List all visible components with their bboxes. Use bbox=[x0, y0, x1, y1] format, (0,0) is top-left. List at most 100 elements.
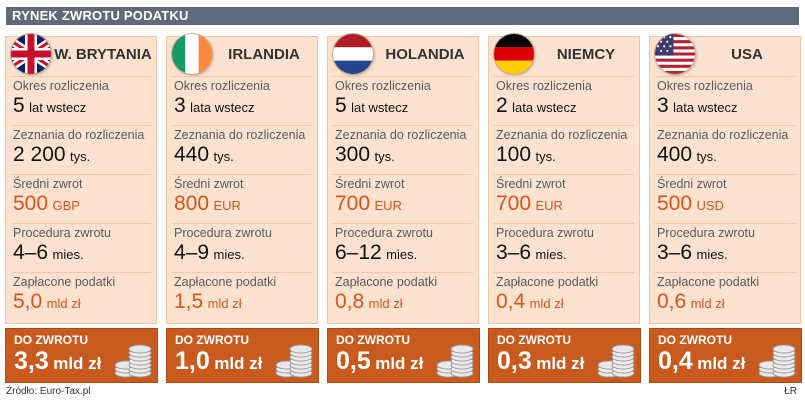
period-value: 3 lata wstecz bbox=[174, 94, 255, 117]
returns-row: Zeznania do rozliczenia 2 200 tys. bbox=[11, 125, 151, 172]
country-name: USA bbox=[731, 46, 763, 63]
coins-icon bbox=[597, 344, 635, 378]
to-refund-label: DO ZWROTU bbox=[336, 333, 410, 347]
to-refund-value: 0,3 mld zł bbox=[497, 347, 585, 375]
ireland-flag-icon bbox=[172, 34, 212, 74]
country-name: W. BRYTANIA bbox=[54, 46, 152, 63]
procedure-value: 4–9 mies. bbox=[174, 241, 245, 264]
period-row: Okres rozliczenia 3 lata wstecz bbox=[172, 76, 312, 123]
coins-icon bbox=[436, 344, 474, 378]
taxes-paid-row: Zapłacone podatki 5,0 mld zł bbox=[11, 272, 151, 319]
coins-icon bbox=[758, 344, 796, 378]
avg-refund-value: 500 GBP bbox=[13, 192, 80, 215]
returns-value: 2 200 tys. bbox=[13, 143, 91, 166]
to-refund-label: DO ZWROTU bbox=[497, 333, 571, 347]
returns-row: Zeznania do rozliczenia 300 tys. bbox=[333, 125, 473, 172]
taxes-paid-label: Zapłacone podatki bbox=[496, 275, 599, 289]
procedure-label: Procedura zwrotu bbox=[657, 226, 755, 240]
to-refund-value: 0,4 mld zł bbox=[658, 347, 746, 375]
returns-label: Zeznania do rozliczenia bbox=[174, 128, 306, 142]
period-row: Okres rozliczenia 2 lata wstecz bbox=[494, 76, 634, 123]
country-panel-ireland: IRLANDIA Okres rozliczenia 3 lata wstecz… bbox=[166, 34, 318, 324]
procedure-row: Procedura zwrotu 4–6 mies. bbox=[11, 223, 151, 270]
avg-refund-label: Średni zwrot bbox=[496, 177, 566, 191]
returns-row: Zeznania do rozliczenia 100 tys. bbox=[494, 125, 634, 172]
procedure-row: Procedura zwrotu 3–6 mies. bbox=[655, 223, 795, 270]
avg-refund-value: 800 EUR bbox=[174, 192, 241, 215]
page-title: RYNEK ZWROTU PODATKU bbox=[12, 8, 189, 23]
uk-flag-icon bbox=[11, 34, 51, 74]
country-header: NIEMCY bbox=[489, 34, 639, 75]
to-refund-box-germany: DO ZWROTU 0,3 mld zł bbox=[488, 328, 641, 383]
avg-refund-row: Średni zwrot 500 USD bbox=[655, 174, 795, 221]
procedure-value: 3–6 mies. bbox=[657, 241, 728, 264]
avg-refund-label: Średni zwrot bbox=[13, 177, 83, 191]
source-note: Źródło: Euro-Tax.pl bbox=[6, 386, 91, 397]
taxes-paid-label: Zapłacone podatki bbox=[335, 275, 438, 289]
to-refund-box-usa: DO ZWROTU 0,4 mld zł bbox=[649, 328, 802, 383]
avg-refund-label: Średni zwrot bbox=[174, 177, 244, 191]
avg-refund-value: 700 EUR bbox=[335, 192, 402, 215]
avg-refund-value: 500 USD bbox=[657, 192, 724, 215]
period-label: Okres rozliczenia bbox=[335, 79, 431, 93]
period-row: Okres rozliczenia 3 lata wstecz bbox=[655, 76, 795, 123]
to-refund-value: 3,3 mld zł bbox=[14, 347, 102, 375]
to-refund-label: DO ZWROTU bbox=[14, 333, 88, 347]
to-refund-label: DO ZWROTU bbox=[658, 333, 732, 347]
taxes-paid-label: Zapłacone podatki bbox=[13, 275, 116, 289]
country-name: HOLANDIA bbox=[385, 46, 465, 63]
period-label: Okres rozliczenia bbox=[174, 79, 270, 93]
avg-refund-label: Średni zwrot bbox=[335, 177, 405, 191]
netherlands-flag-icon bbox=[333, 34, 373, 74]
returns-label: Zeznania do rozliczenia bbox=[13, 128, 145, 142]
avg-refund-value: 700 EUR bbox=[496, 192, 563, 215]
returns-label: Zeznania do rozliczenia bbox=[496, 128, 628, 142]
to-refund-value: 1,0 mld zł bbox=[175, 347, 263, 375]
procedure-row: Procedura zwrotu 6–12 mies. bbox=[333, 223, 473, 270]
taxes-paid-value: 1,5 mld zł bbox=[174, 290, 242, 313]
country-panel-germany: NIEMCY Okres rozliczenia 2 lata wstecz Z… bbox=[488, 34, 640, 324]
to-refund-value: 0,5 mld zł bbox=[336, 347, 424, 375]
taxes-paid-row: Zapłacone podatki 0,6 mld zł bbox=[655, 272, 795, 319]
returns-value: 440 tys. bbox=[174, 143, 234, 166]
taxes-paid-value: 0,8 mld zł bbox=[335, 290, 403, 313]
returns-label: Zeznania do rozliczenia bbox=[335, 128, 467, 142]
period-label: Okres rozliczenia bbox=[657, 79, 753, 93]
taxes-paid-value: 0,6 mld zł bbox=[657, 290, 725, 313]
returns-value: 300 tys. bbox=[335, 143, 395, 166]
taxes-paid-row: Zapłacone podatki 1,5 mld zł bbox=[172, 272, 312, 319]
to-refund-label: DO ZWROTU bbox=[175, 333, 249, 347]
period-value: 3 lata wstecz bbox=[657, 94, 738, 117]
procedure-value: 4–6 mies. bbox=[13, 241, 84, 264]
returns-row: Zeznania do rozliczenia 440 tys. bbox=[172, 125, 312, 172]
country-header: USA bbox=[650, 34, 800, 75]
taxes-paid-label: Zapłacone podatki bbox=[174, 275, 277, 289]
taxes-paid-value: 0,4 mld zł bbox=[496, 290, 564, 313]
taxes-paid-value: 5,0 mld zł bbox=[13, 290, 81, 313]
usa-flag-icon bbox=[655, 34, 695, 74]
country-panel-uk: W. BRYTANIA Okres rozliczenia 5 lat wste… bbox=[5, 34, 157, 324]
period-label: Okres rozliczenia bbox=[496, 79, 592, 93]
to-refund-box-uk: DO ZWROTU 3,3 mld zł bbox=[5, 328, 158, 383]
to-refund-box-netherlands: DO ZWROTU 0,5 mld zł bbox=[327, 328, 480, 383]
to-refund-box-ireland: DO ZWROTU 1,0 mld zł bbox=[166, 328, 319, 383]
procedure-row: Procedura zwrotu 4–9 mies. bbox=[172, 223, 312, 270]
returns-label: Zeznania do rozliczenia bbox=[657, 128, 789, 142]
procedure-row: Procedura zwrotu 3–6 mies. bbox=[494, 223, 634, 270]
taxes-paid-label: Zapłacone podatki bbox=[657, 275, 760, 289]
period-row: Okres rozliczenia 5 lat wstecz bbox=[11, 76, 151, 123]
country-name: IRLANDIA bbox=[228, 46, 300, 63]
period-value: 5 lat wstecz bbox=[13, 94, 87, 117]
procedure-label: Procedura zwrotu bbox=[13, 226, 111, 240]
returns-value: 400 tys. bbox=[657, 143, 717, 166]
taxes-paid-row: Zapłacone podatki 0,8 mld zł bbox=[333, 272, 473, 319]
period-row: Okres rozliczenia 5 lat wstecz bbox=[333, 76, 473, 123]
procedure-label: Procedura zwrotu bbox=[335, 226, 433, 240]
country-header: IRLANDIA bbox=[167, 34, 317, 75]
avg-refund-row: Średni zwrot 700 EUR bbox=[333, 174, 473, 221]
procedure-value: 6–12 mies. bbox=[335, 241, 418, 264]
period-value: 2 lata wstecz bbox=[496, 94, 577, 117]
coins-icon bbox=[114, 344, 152, 378]
credit-note: ŁR bbox=[784, 386, 797, 397]
period-label: Okres rozliczenia bbox=[13, 79, 109, 93]
